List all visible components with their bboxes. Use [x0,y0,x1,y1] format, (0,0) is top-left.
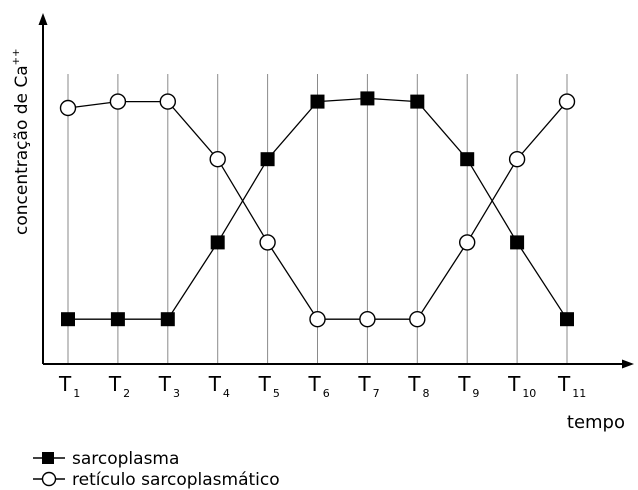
reticulo-point [558,93,576,110]
sarcoplasma-point [210,235,225,250]
y-axis-label-superscript: ++ [11,49,22,66]
x-tick-label: T 10 [507,372,536,400]
sarcoplasma-point [310,94,325,109]
legend-label-reticulo: retículo sarcoplasmático [72,470,280,490]
reticulo-point [309,311,326,328]
reticulo-point [259,234,276,251]
sarcoplasma-point [510,235,525,250]
legend-item-reticulo: retículo sarcoplasmático [33,470,280,490]
x-axis-label: tempo [567,412,625,433]
reticulo-point [459,234,476,251]
sarcoplasma-point [160,312,175,327]
x-tick-label: T 11 [557,372,586,400]
sarcoplasma-point [61,312,75,327]
y-axis-arrow [38,13,48,25]
reticulo-point [159,93,177,110]
reticulo-point [409,311,426,328]
series-markers [59,91,576,328]
legend: sarcoplasma retículo sarcoplasmático [33,449,280,490]
sarcoplasma-point [560,312,574,327]
y-axis-label: concentração de Ca++ [11,49,32,235]
x-axis-arrow [622,359,634,369]
sarcoplasma-point [110,312,125,327]
open-circle-icon [41,471,57,487]
reticulo-point [209,150,226,168]
sarcoplasma-point [360,91,375,106]
x-tick-labels: T 1 T 2 T 3 T 4 T 5 T 6 T 7 T 8 T 9 T 10 T 11 [58,372,586,400]
sarcoplasma-point [460,152,475,167]
sarcoplasma-point [410,94,425,109]
reticulo-point [109,93,127,110]
reticulo-point [59,99,77,117]
reticulo-point [359,311,376,328]
legend-label-sarcoplasma: sarcoplasma [72,449,179,469]
filled-square-icon [42,452,54,464]
legend-item-sarcoplasma: sarcoplasma [33,449,179,469]
reticulo-point [508,150,526,168]
sarcoplasma-point [260,152,275,167]
vertical-grid [67,74,568,364]
